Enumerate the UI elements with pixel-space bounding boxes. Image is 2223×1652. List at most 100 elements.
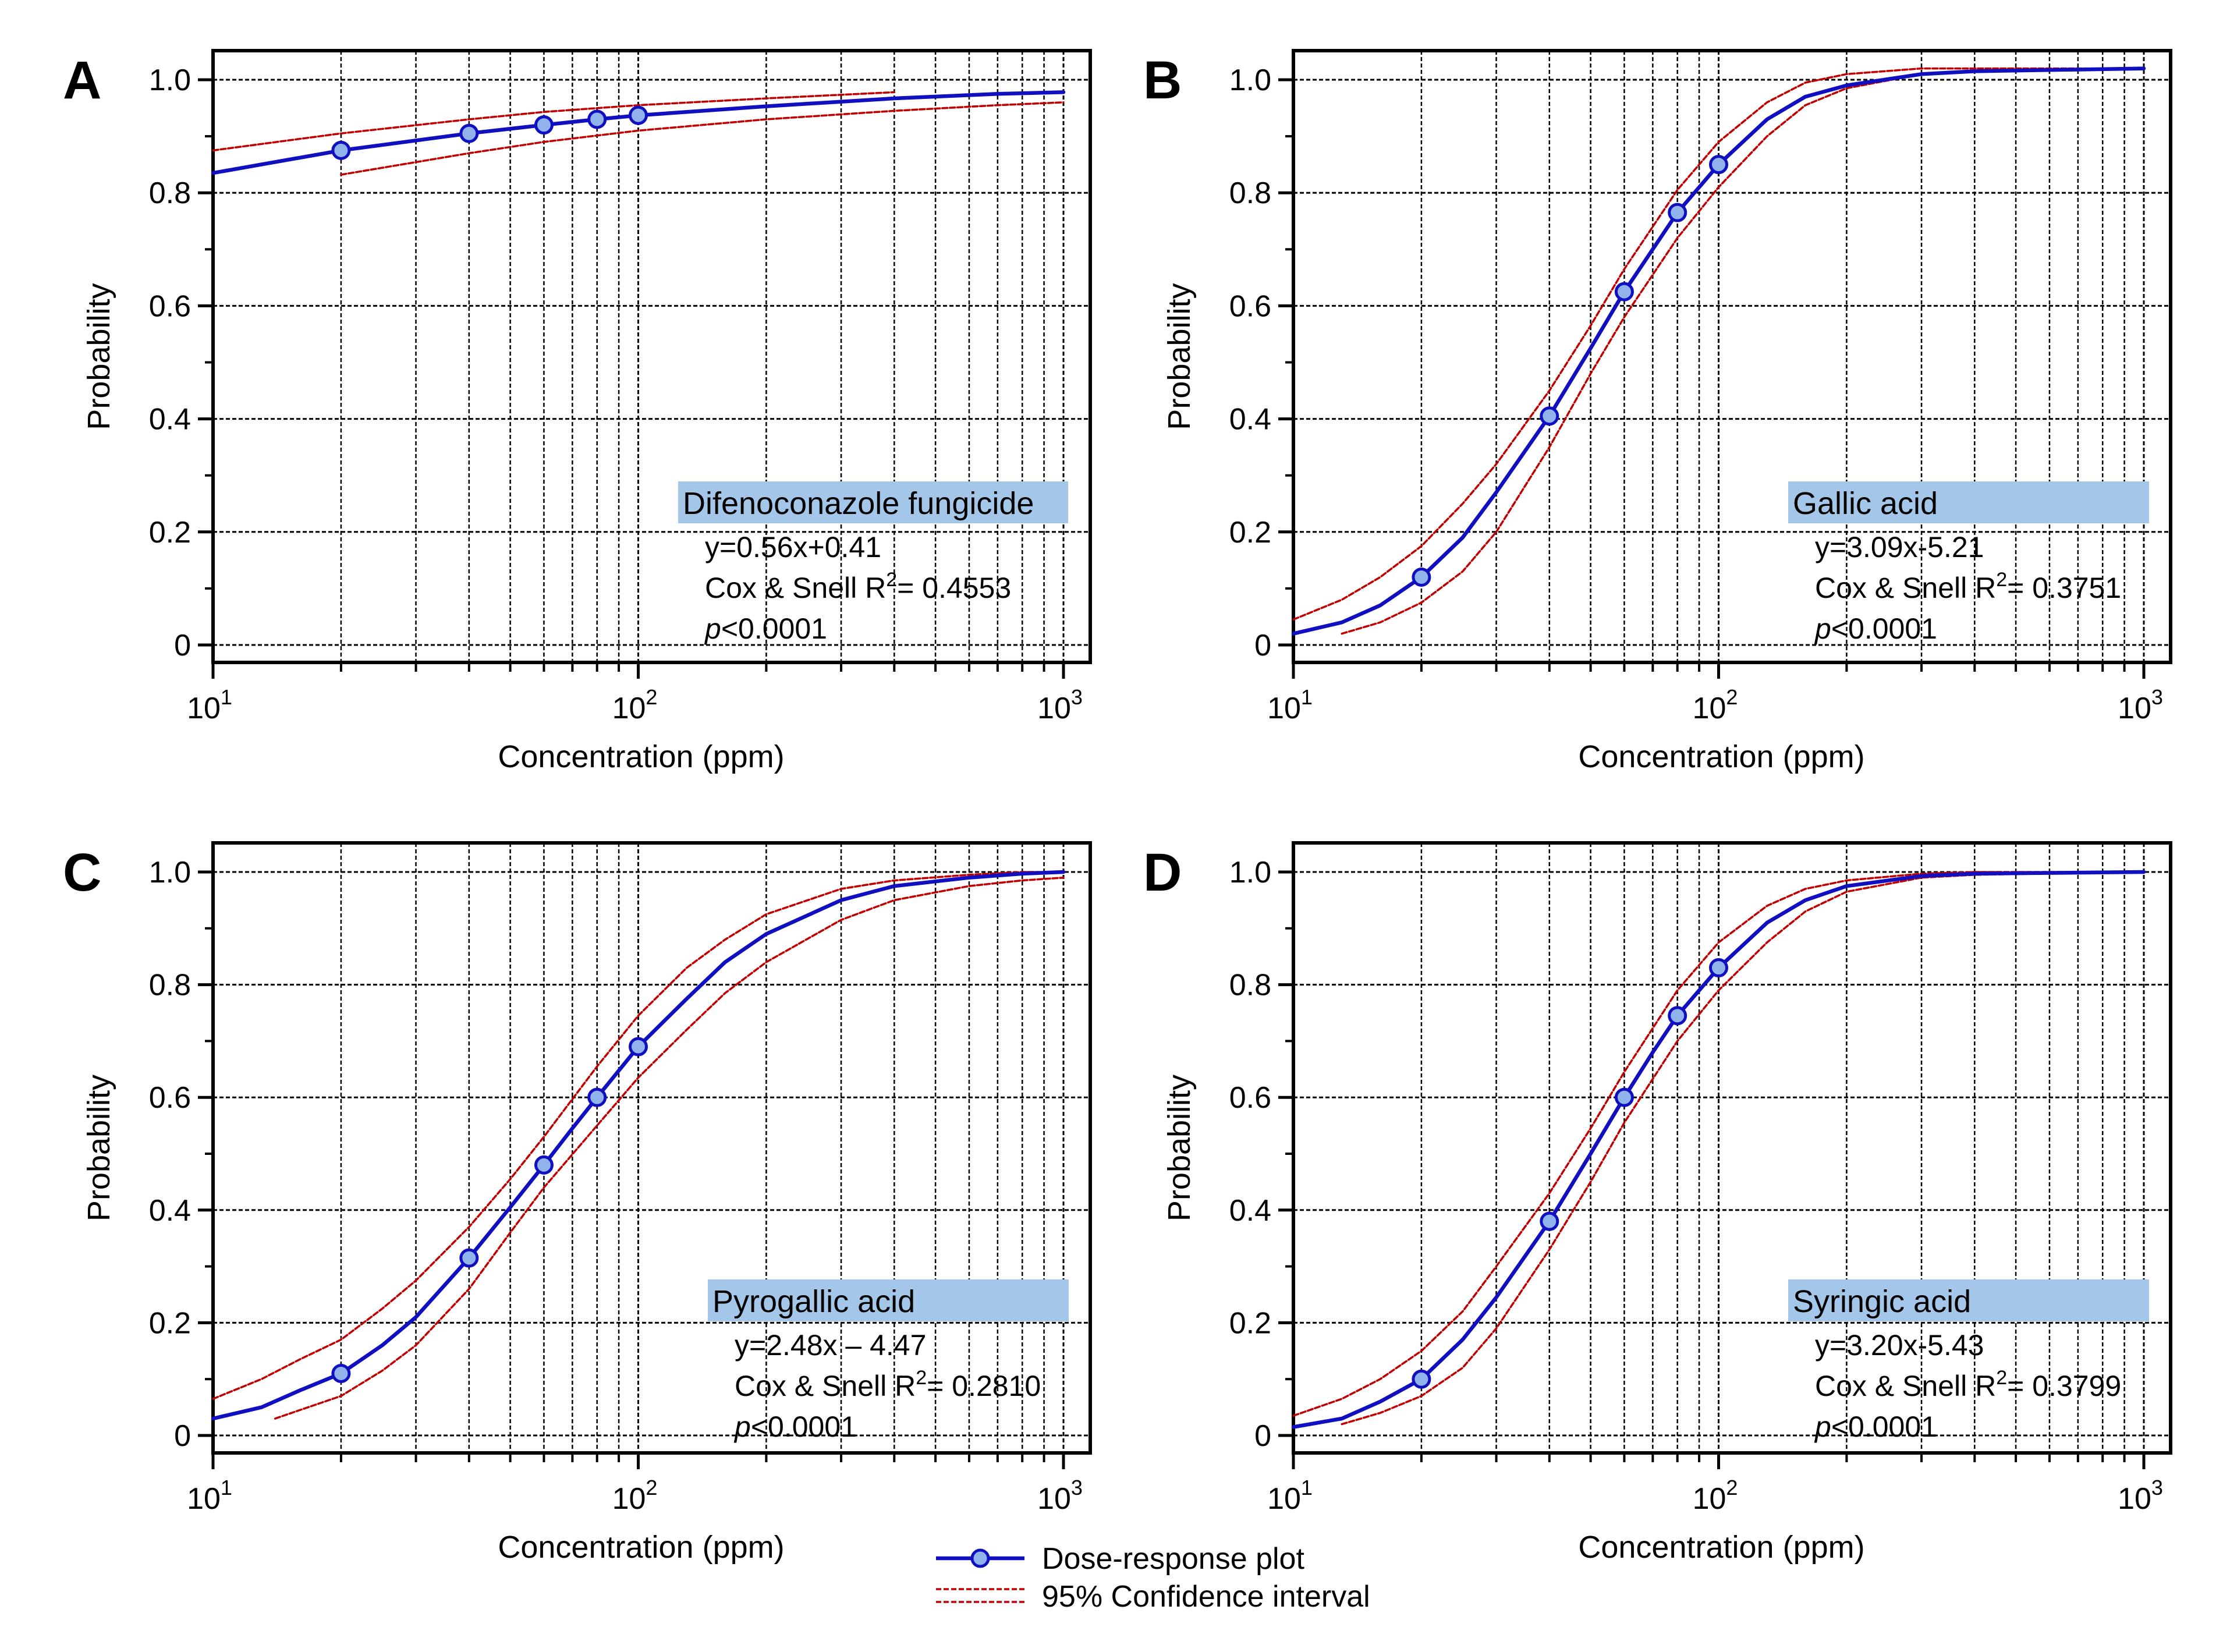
x-tick-label-base: 10 (1693, 1482, 1726, 1516)
r2-text: Cox & Snell R2= 0.2810 (735, 1367, 1041, 1402)
data-point (629, 1037, 648, 1057)
y-tick-label: 1.0 (1229, 856, 1271, 889)
r2-value: = 0.4553 (897, 572, 1011, 604)
y-tick-label: 0.4 (149, 403, 191, 437)
p-value-text: p<0.0001 (1814, 612, 1937, 645)
p-value-text: p<0.0001 (733, 1410, 857, 1443)
y-tick-label: 0.4 (1229, 403, 1271, 437)
p-value: <0.0001 (1831, 1410, 1937, 1443)
data-point (1412, 567, 1431, 587)
annotation: Syringic acid y=3.20x-5.43 Cox & Snell R2=… (1788, 1279, 2149, 1443)
r2-superscript: 2 (1996, 569, 2007, 591)
y-tick-label: 0.8 (149, 176, 191, 210)
label-box (1788, 1279, 2149, 1321)
ci-lower-line (1341, 67, 2145, 635)
r2-superscript: 2 (1996, 1367, 2007, 1389)
ci-upper-line (1292, 67, 2145, 621)
y-tick-label: 1.0 (149, 856, 191, 889)
x-tick-label-exponent: 2 (1726, 685, 1738, 709)
p-value-text: p<0.0001 (1814, 1410, 1937, 1443)
x-tick-label-base: 10 (612, 692, 646, 725)
y-tick-label: 0 (1254, 629, 1271, 662)
data-point (331, 1364, 351, 1384)
label-box (678, 481, 1068, 523)
panel-letter: D (1143, 843, 1182, 902)
x-tick-label: 103 (1037, 1476, 1083, 1516)
y-tick-label: 0.6 (149, 289, 191, 323)
x-tick-label-exponent: 3 (1071, 1476, 1083, 1499)
panel-letter: B (1143, 51, 1182, 110)
r2-value: = 0.2810 (927, 1370, 1041, 1402)
x-axis-label: Concentration (ppm) (1578, 739, 1864, 774)
x-tick-label: 102 (1693, 685, 1738, 725)
axes-frame (1292, 841, 2172, 1455)
data-point (331, 140, 351, 160)
data-point (1540, 406, 1559, 426)
y-tick-label: 0 (174, 1419, 191, 1453)
y-axis-label: Probability (1162, 283, 1197, 430)
label-box (1788, 481, 2149, 523)
p-value: <0.0001 (721, 612, 827, 645)
x-tick-label-base: 10 (1267, 692, 1301, 725)
data-point (459, 1248, 479, 1268)
x-tick-label-base: 10 (1037, 1482, 1071, 1516)
fit-line (211, 90, 1066, 175)
equation-text: y=0.56x+0.41 (705, 531, 881, 563)
panel-letter: C (63, 843, 101, 902)
x-tick-label-exponent: 1 (1301, 1476, 1313, 1499)
x-tick-label-base: 10 (1693, 692, 1726, 725)
y-axis-label: Probability (81, 283, 116, 430)
data-point (1668, 1006, 1687, 1026)
equation-text: y=3.20x-5.43 (1815, 1329, 1984, 1362)
y-tick-label: 0.8 (1229, 176, 1271, 210)
data-point (587, 109, 607, 129)
axes-frame (211, 49, 1092, 664)
x-tick-label: 102 (612, 1476, 658, 1516)
label-box-text: Syringic acid (1793, 1284, 1971, 1319)
data-point (1709, 155, 1728, 175)
x-tick-label: 103 (1037, 685, 1083, 725)
r2-value: = 0.3799 (2007, 1370, 2121, 1402)
y-tick-label: 0.2 (149, 1306, 191, 1340)
x-tick-label: 102 (1693, 1476, 1738, 1516)
annotation: Difenoconazole fungicide y=0.56x+0.41 Cox … (678, 481, 1068, 645)
x-tick-label-base: 10 (187, 1482, 221, 1516)
annotation: Gallic acid y=3.09x-5.21 Cox & Snell R2= 0… (1788, 481, 2149, 645)
x-tick-label-base: 10 (2118, 692, 2151, 725)
legend-marker (970, 1548, 990, 1568)
data-point (629, 105, 648, 125)
r2-superscript: 2 (916, 1367, 927, 1389)
y-tick-label: 0.4 (1229, 1194, 1271, 1228)
x-tick-label-exponent: 1 (1301, 685, 1313, 709)
legend: Dose-response plot 95% Confidence interva… (936, 1542, 1370, 1614)
label-box-text: Gallic acid (1793, 486, 1938, 521)
ci-upper-line (1292, 871, 2145, 1417)
axes-frame (211, 841, 1092, 1455)
data-point (459, 123, 479, 143)
label-box-text: Pyrogallic acid (712, 1284, 915, 1319)
p-value-text: p<0.0001 (704, 612, 827, 645)
x-axis-label: Concentration (ppm) (498, 1530, 784, 1565)
x-tick-label: 101 (1267, 1476, 1313, 1516)
y-axis-label: Probability (1162, 1075, 1197, 1221)
r2-prefix: Cox & Snell R (735, 1370, 916, 1402)
p-symbol: p (1814, 1410, 1831, 1443)
y-tick-label: 0.4 (149, 1194, 191, 1228)
equation-text: y=2.48x – 4.47 (735, 1329, 926, 1362)
y-tick-label: 0.8 (1229, 969, 1271, 1002)
legend-label-ci: 95% Confidence interval (1042, 1580, 1370, 1614)
x-tick-label: 101 (187, 1476, 232, 1516)
y-tick-label: 0.6 (1229, 1081, 1271, 1115)
y-axis-label: Probability (81, 1075, 116, 1221)
ci-lower-line (340, 101, 1065, 176)
x-tick-label: 101 (187, 685, 232, 725)
ci-upper-line (212, 91, 896, 152)
y-tick-label: 0.2 (1229, 1306, 1271, 1340)
ci-upper-line (212, 871, 1065, 1400)
x-tick-label: 103 (2118, 1476, 2163, 1516)
x-axis-label: Concentration (ppm) (1578, 1530, 1864, 1565)
